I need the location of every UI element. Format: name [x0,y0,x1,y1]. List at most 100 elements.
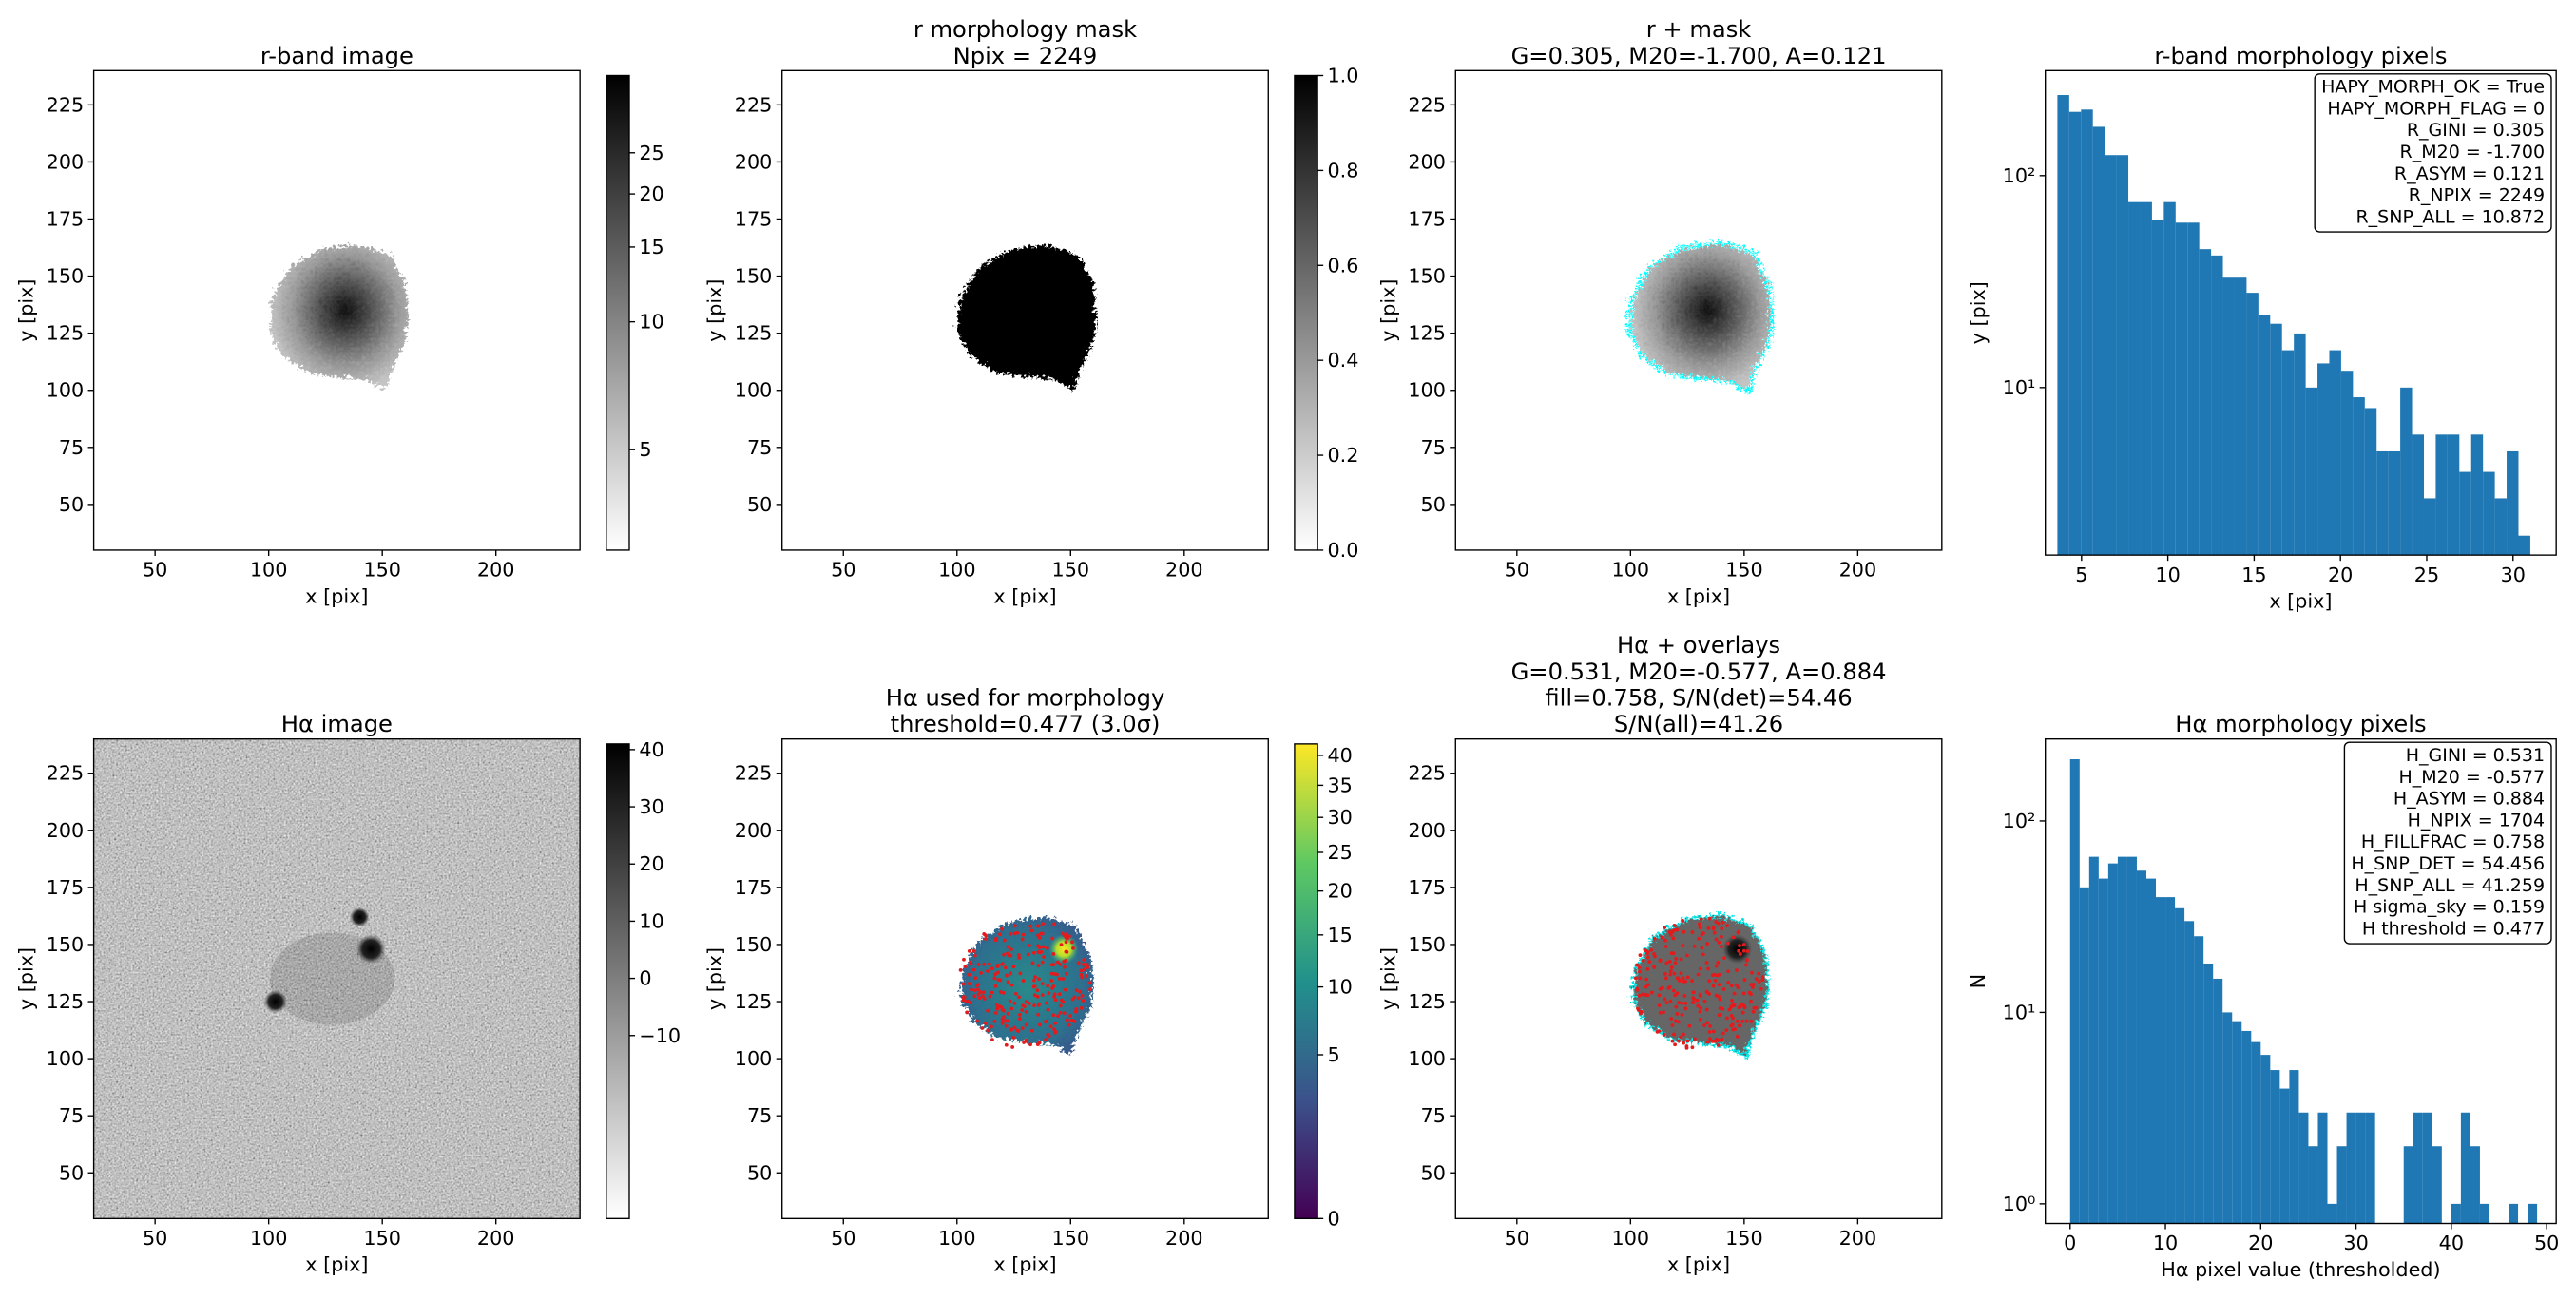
overlay-dot [1006,1019,1010,1023]
overlay-dot [1049,979,1054,983]
overlay-dot [1702,1023,1707,1028]
bar [2145,878,2157,1224]
overlay-dot [996,978,1001,982]
overlay-dot [1711,1029,1716,1034]
panel-title: fill=0.758, S/N(det)=54.46 [1545,684,1852,711]
y-tick-label: 10² [2003,810,2036,832]
panel-title: threshold=0.477 (3.0σ) [891,711,1161,737]
colorbar-tick-label: 0.8 [1327,159,1358,181]
overlay-dot [1684,953,1689,958]
overlay-dot [1679,957,1683,962]
y-tick-label: 150 [735,265,773,288]
bar [2213,978,2223,1224]
overlay-dot [1071,946,1075,950]
colorbar-tick-label: 25 [1327,841,1352,864]
overlay-dot [1660,935,1664,940]
bar [2184,921,2195,1224]
x-axis-label: x [pix] [1667,584,1730,607]
bar [2447,434,2460,556]
overlay-dot [975,987,980,992]
overlay-dot [1729,1013,1734,1018]
overlay-dot [1682,1032,1685,1037]
plot-area [1628,910,1766,1057]
overlay-dot [1006,980,1010,984]
panel-title: Npix = 2249 [953,43,1098,69]
overlay-dot [1079,1006,1084,1010]
overlay-dot [1668,972,1673,977]
overlay-dot [972,988,977,993]
y-axis-label: y [pix] [703,279,726,342]
overlay-dot [994,1003,999,1007]
overlay-dot [1669,1017,1674,1021]
overlay-dot [1041,945,1046,949]
overlay-dot [1677,1001,1681,1005]
overlay-dot [1726,969,1731,974]
x-tick-label: 20 [2248,1232,2273,1254]
overlay-dot [1749,983,1753,987]
x-tick-label: 200 [1839,1227,1877,1250]
overlay-dot [1705,942,1710,946]
axes-frame [1454,69,1943,551]
overlay-dot [1020,1008,1025,1012]
overlay-dot [1675,976,1680,981]
overlay-dot [1000,962,1004,966]
colorbar-tick-label: 40 [639,738,663,761]
colorbar-tick-label: 5 [1327,1043,1339,1066]
y-axis-label: N [1967,974,1990,988]
x-tick-label: 25 [2414,564,2439,586]
overlay-dot [1667,930,1672,934]
x-axis-label: x [pix] [1667,1253,1730,1276]
overlay-dot [1005,973,1009,978]
overlay-dot [970,987,973,992]
overlay-dot [1641,992,1644,997]
overlay-dot [1035,994,1040,999]
overlay-dot [1079,968,1084,973]
overlay-dot [1673,961,1678,965]
panel-title: S/N(all)=41.26 [1614,711,1783,737]
bar [2353,397,2365,556]
overlay-dot [1692,997,1696,1002]
overlay-dot [1730,999,1734,1003]
overlay-dot [1671,988,1676,993]
overlay-dot [1716,961,1721,965]
overlay-dot [1700,946,1704,950]
overlay-dot [1671,936,1676,941]
overlay-dot [1037,977,1041,982]
overlay-dot [1051,1013,1056,1018]
y-tick-label: 225 [1408,93,1446,116]
overlay-dot [1065,971,1068,976]
overlay-dot [1655,1029,1660,1034]
overlay-dot [1732,1003,1737,1006]
overlay-dot [1078,989,1083,994]
stats-line: R_GINI = 0.305 [2407,120,2545,141]
overlay-dot [1719,934,1723,939]
y-tick-label: 225 [735,762,773,785]
overlay-dot [1035,1042,1040,1046]
x-tick-label: 150 [1052,559,1090,582]
overlay-dot [1677,979,1682,983]
overlay-dot [1645,993,1650,998]
overlay-dot [1679,1035,1683,1040]
bar [2069,759,2080,1224]
overlay-dot [1696,972,1701,977]
bar [2194,936,2204,1224]
y-tick-label: 10¹ [2003,376,2036,399]
x-tick-label: 150 [363,559,401,582]
y-axis-label: y [pix] [703,947,726,1010]
overlay-dot [1030,961,1035,965]
overlay-dot [1052,922,1057,926]
y-tick-label: 225 [1408,762,1446,785]
x-tick-label: 40 [2439,1232,2464,1254]
overlay-dot [1737,1005,1741,1010]
panel-title: Hα image [281,711,393,737]
y-tick-label: 200 [1408,819,1446,842]
overlay-dot [1725,924,1730,928]
overlay-dot [1068,1014,1073,1018]
x-tick-label: 10 [2155,564,2180,586]
overlay-dot [994,937,998,942]
overlay-dot [965,999,970,1003]
overlay-dot [1682,929,1686,934]
overlay-dot [1036,944,1040,948]
colorbar-tick-label: −10 [639,1024,681,1047]
overlay-dot [1711,984,1716,988]
